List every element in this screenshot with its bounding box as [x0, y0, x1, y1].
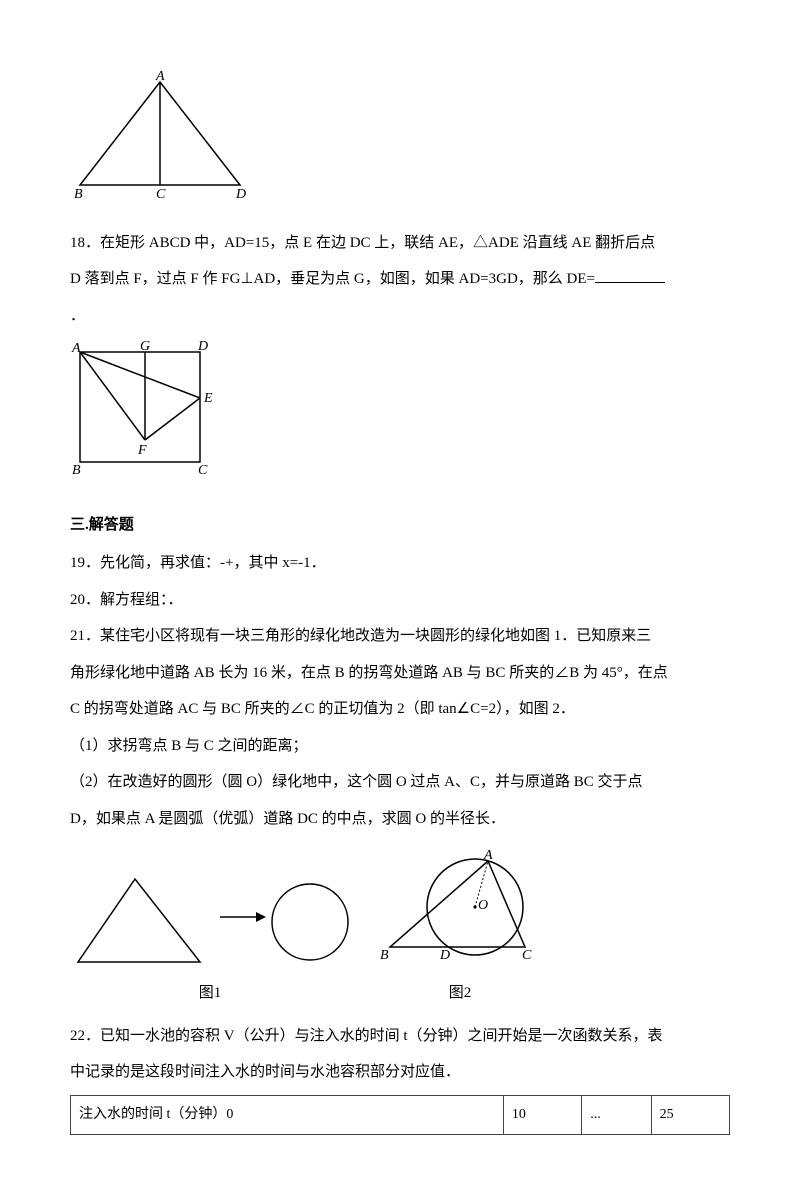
- q18-figure: A G D E F B C: [70, 340, 730, 491]
- q21-figures: 图1 A B D C O 图2: [70, 847, 730, 1008]
- section3-title: 三.解答题: [70, 511, 730, 540]
- q17-figure: A B C D: [70, 70, 730, 211]
- label-c: C: [156, 187, 166, 200]
- q21-line2: 角形绿化地中道路 AB 长为 16 米，在点 B 的拐弯处道路 AB 与 BC …: [70, 659, 730, 688]
- label-b: B: [72, 463, 81, 478]
- q21-fig2: A B D C O 图2: [370, 847, 550, 1008]
- label-d: D: [235, 187, 246, 200]
- label-a: A: [483, 848, 493, 863]
- label-a: A: [155, 70, 165, 84]
- label-a: A: [71, 341, 81, 356]
- rect-fold-svg: A G D E F B C: [70, 340, 220, 480]
- fig2-label: 图2: [449, 979, 472, 1008]
- label-d: D: [197, 340, 208, 354]
- label-c: C: [522, 948, 532, 963]
- label-e: E: [203, 391, 213, 406]
- label-o: O: [478, 898, 488, 913]
- label-d: D: [439, 948, 450, 963]
- q18-line3: ．: [70, 302, 730, 331]
- label-g: G: [140, 340, 150, 354]
- q21-sub1: （1）求拐弯点 B 与 C 之间的距离；: [70, 732, 730, 761]
- q22-line2: 中记录的是这段时间注入水的时间与水池容积部分对应值．: [70, 1058, 730, 1087]
- label-b: B: [74, 187, 83, 200]
- fig1-label: 图1: [199, 979, 222, 1008]
- q20: 20．解方程组：．: [70, 586, 730, 615]
- cell: ...: [582, 1095, 651, 1135]
- cell: 25: [651, 1095, 729, 1135]
- q18-line2: D 落到点 F，过点 F 作 FG⊥AD，垂足为点 G，如图，如果 AD=3GD…: [70, 265, 730, 294]
- q21-fig1: 图1: [70, 867, 350, 1008]
- triangle-svg: A B C D: [70, 70, 250, 200]
- q21-sub2b: D，如果点 A 是圆弧（优弧）道路 DC 的中点，求圆 O 的半径长．: [70, 805, 730, 834]
- table-row: 注入水的时间 t（分钟）0 10 ... 25: [71, 1095, 730, 1135]
- cell: 10: [503, 1095, 581, 1135]
- q18-line1: 18．在矩形 ABCD 中，AD=15，点 E 在边 DC 上，联结 AE，△A…: [70, 229, 730, 258]
- cell: 注入水的时间 t（分钟）0: [71, 1095, 504, 1135]
- label-f: F: [137, 443, 147, 458]
- label-c: C: [198, 463, 208, 478]
- q22-table: 注入水的时间 t（分钟）0 10 ... 25: [70, 1095, 730, 1136]
- q21-sub2a: （2）在改造好的圆形（圆 O）绿化地中，这个圆 O 过点 A、C，并与原道路 B…: [70, 768, 730, 797]
- fig2-svg: A B D C O: [370, 847, 550, 977]
- q22-line1: 22．已知一水池的容积 V（公升）与注入水的时间 t（分钟）之间开始是一次函数关…: [70, 1022, 730, 1051]
- q18-text-b: D 落到点 F，过点 F 作 FG⊥AD，垂足为点 G，如图，如果 AD=3GD…: [70, 271, 595, 287]
- label-b: B: [380, 948, 389, 963]
- q21-line3: C 的拐弯处道路 AC 与 BC 所夹的∠C 的正切值为 2（即 tan∠C=2…: [70, 695, 730, 724]
- q18-blank: [595, 267, 665, 283]
- q19: 19．先化简，再求值：-+，其中 x=-1．: [70, 549, 730, 578]
- fig1-svg: [70, 867, 350, 977]
- q21-line1: 21．某住宅小区将现有一块三角形的绿化地改造为一块圆形的绿化地如图 1．已知原来…: [70, 622, 730, 651]
